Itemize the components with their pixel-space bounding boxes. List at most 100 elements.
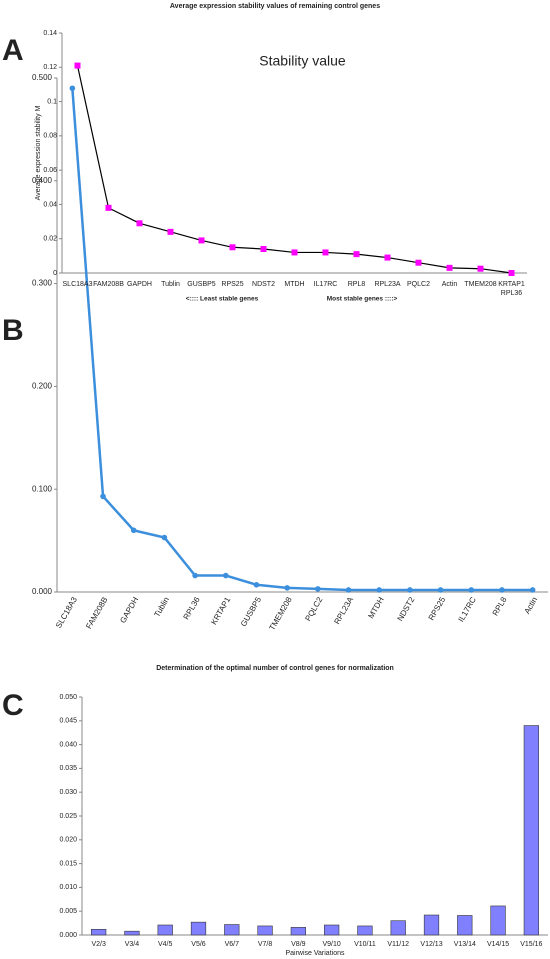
y-tick-label: 0.14	[43, 30, 57, 37]
x-tick-label: RPS25	[427, 595, 448, 622]
bar	[423, 914, 440, 936]
x-tick-label: Tublin	[152, 596, 171, 619]
x-tick-label: FAM208B	[93, 281, 124, 288]
y-tick-label: 0.050	[59, 694, 77, 701]
x-tick-label: Actin	[523, 596, 540, 616]
y-tick-label: 0.030	[59, 789, 77, 796]
x-tick-label: MTDH	[284, 281, 305, 288]
y-tick-label: 0.04	[43, 201, 57, 208]
marker	[100, 493, 106, 500]
marker	[384, 254, 391, 261]
y-tick-label: 0.06	[43, 167, 57, 174]
y-axis-label: Average expression stability M	[35, 105, 42, 200]
marker	[508, 270, 515, 276]
x-tick-label: RPL23A	[374, 281, 401, 288]
x-tick-label: V8/9	[291, 941, 306, 948]
bar	[490, 905, 506, 936]
marker	[105, 204, 112, 211]
y-tick-label: 0.1	[47, 98, 57, 105]
marker	[477, 265, 484, 272]
x-tick-label: V14/15	[487, 941, 509, 948]
marker	[529, 587, 536, 593]
x-tick-label: V4/5	[158, 941, 173, 948]
panel-label: A	[2, 34, 24, 67]
marker	[345, 587, 352, 593]
y-tick-label: 0.005	[59, 908, 77, 915]
x-tick-label: MTDH	[366, 595, 385, 620]
y-tick-label: 0.12	[43, 64, 57, 71]
x-tick-label: NDST2	[396, 595, 417, 623]
marker	[437, 587, 444, 593]
x-tick-label: V6/7	[225, 941, 240, 948]
chart-title: Determination of the optimal number of c…	[156, 665, 394, 672]
x-tick-label: KRTAP1 RPL36	[498, 281, 525, 297]
annotation: Most stable genes ::::>	[327, 296, 398, 303]
marker	[167, 228, 174, 235]
x-tick-label: RPL8	[491, 595, 509, 617]
x-tick-label: GAPDH	[127, 281, 152, 288]
chart-title: Stability value	[259, 53, 346, 69]
bar	[257, 925, 273, 936]
y-tick-label: 0.040	[59, 741, 77, 748]
marker	[222, 572, 229, 579]
y-tick-label: 0.020	[59, 837, 77, 844]
x-tick-label: IL17RC	[313, 281, 338, 288]
y-tick-label: 0.300	[32, 279, 53, 288]
y-tick-label: 0.500	[32, 73, 53, 82]
marker	[198, 237, 205, 244]
x-tick-label: V15/16	[520, 941, 542, 948]
x-tick-label: PQLC2	[303, 595, 324, 623]
x-tick-label: GUSBP5	[187, 281, 216, 288]
y-tick-label: 0.015	[59, 860, 77, 867]
marker	[253, 582, 260, 588]
x-axis-label: Pairwise Variations	[285, 950, 345, 957]
bar	[523, 725, 539, 936]
bar	[390, 920, 406, 936]
bar	[190, 921, 207, 936]
y-tick-label: 0.400	[32, 176, 53, 185]
x-tick-label: GUSBP5	[239, 595, 263, 628]
marker	[136, 220, 143, 227]
y-tick-label: 0.100	[32, 484, 53, 493]
bar	[224, 924, 240, 936]
marker	[284, 585, 290, 591]
marker	[229, 244, 236, 251]
x-tick-label: RPL36	[182, 595, 202, 621]
x-tick-label: Tublin	[161, 281, 180, 288]
bar	[91, 928, 107, 936]
bar	[290, 927, 306, 936]
marker	[260, 246, 267, 252]
y-tick-label: 0.08	[43, 133, 57, 140]
y-tick-label: 0.02	[43, 236, 57, 243]
bar	[124, 930, 140, 936]
line	[76, 65, 512, 274]
x-tick-label: RPL23A	[332, 595, 355, 626]
marker	[499, 587, 505, 593]
y-tick-label: 0.025	[59, 813, 77, 820]
x-tick-label: TMEM208	[464, 281, 497, 288]
x-tick-label: GAPDH	[118, 595, 140, 624]
x-tick-label: V2/3	[91, 941, 106, 948]
x-tick-label: SLC18A3	[54, 595, 79, 630]
marker	[69, 85, 76, 92]
line	[71, 88, 533, 592]
x-tick-label: KRTAP1	[209, 595, 232, 626]
marker	[353, 251, 360, 258]
x-tick-label: NDST2	[252, 281, 275, 288]
x-tick-label: V13/14	[454, 941, 476, 948]
x-tick-label: V10/11	[354, 941, 376, 948]
x-tick-label: V11/12	[387, 941, 409, 948]
marker	[446, 264, 453, 271]
x-tick-label: V5/6	[191, 941, 206, 948]
panel-label: B	[2, 314, 24, 347]
x-tick-label: FAM208B	[84, 596, 109, 631]
x-tick-label: IL17RC	[456, 595, 477, 623]
marker	[74, 62, 81, 69]
chart-title: Average expression stability values of r…	[170, 3, 380, 10]
x-tick-label: V12/13	[420, 941, 442, 948]
x-tick-label: V9/10	[322, 941, 340, 948]
x-tick-label: V7/8	[258, 941, 273, 948]
marker	[130, 527, 137, 534]
marker	[291, 249, 298, 256]
